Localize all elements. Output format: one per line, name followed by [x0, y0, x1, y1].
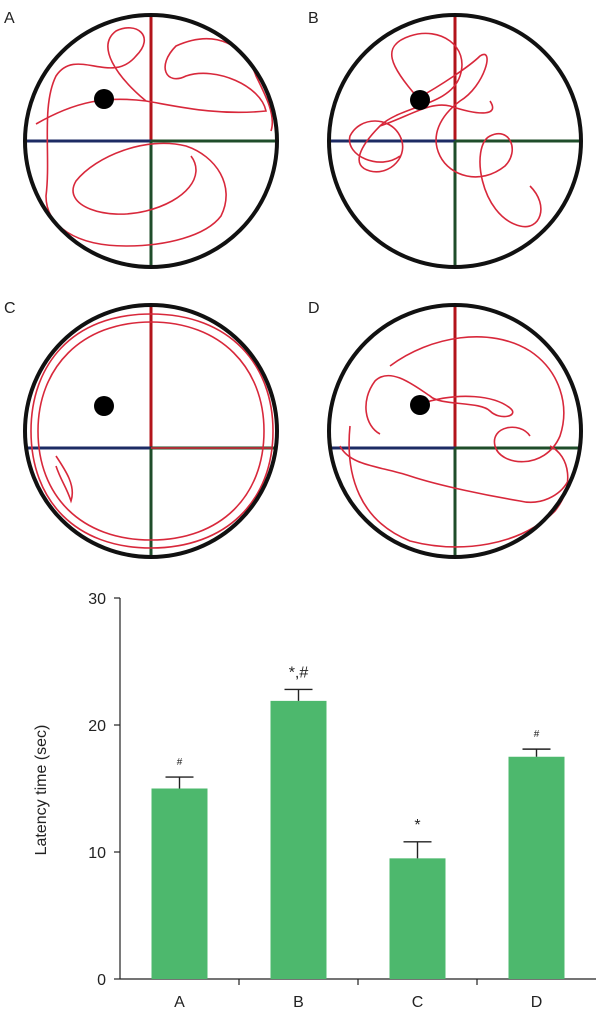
bar-c — [389, 858, 446, 979]
pool-rim — [23, 303, 279, 559]
swim-path — [35, 27, 274, 247]
pool-rim — [327, 303, 583, 559]
panel-label-a: A — [4, 10, 15, 27]
latency-bar-chart: 0 10 20 30 # A *,# B * C # D Latency time (sec) — [33, 591, 596, 1011]
swim-path — [30, 313, 274, 549]
platform-dot — [410, 395, 430, 415]
y-tick-label: 20 — [88, 718, 106, 735]
swim-path — [348, 32, 542, 228]
bar-a — [151, 788, 208, 979]
significance-label-a: # — [177, 757, 183, 768]
maze-panel-d — [327, 303, 583, 559]
panel-label-c: C — [4, 300, 16, 317]
platform-dot — [94, 89, 114, 109]
x-tick-label: C — [412, 994, 424, 1011]
significance-label-c: * — [414, 817, 420, 834]
maze-panel-a — [23, 13, 279, 269]
bar-b — [270, 700, 327, 979]
maze-panel-b — [327, 13, 583, 269]
bar-d — [508, 756, 565, 979]
x-tick-label: A — [174, 994, 185, 1011]
y-tick-label: 10 — [88, 845, 106, 862]
panel-label-b: B — [308, 10, 319, 27]
pool-rim — [327, 13, 583, 269]
y-axis-label: Latency time (sec) — [33, 725, 50, 856]
x-tick-label: B — [293, 994, 304, 1011]
maze-panel-c — [23, 303, 279, 559]
significance-label-d: # — [534, 729, 540, 740]
significance-label-b: *,# — [289, 664, 309, 681]
platform-dot — [94, 396, 114, 416]
pool-rim — [23, 13, 279, 269]
x-tick-label: D — [531, 994, 543, 1011]
swim-path — [339, 336, 569, 548]
platform-dot — [410, 90, 430, 110]
y-tick-label: 0 — [97, 972, 106, 989]
y-tick-label: 30 — [88, 591, 106, 608]
panel-label-d: D — [308, 300, 320, 317]
